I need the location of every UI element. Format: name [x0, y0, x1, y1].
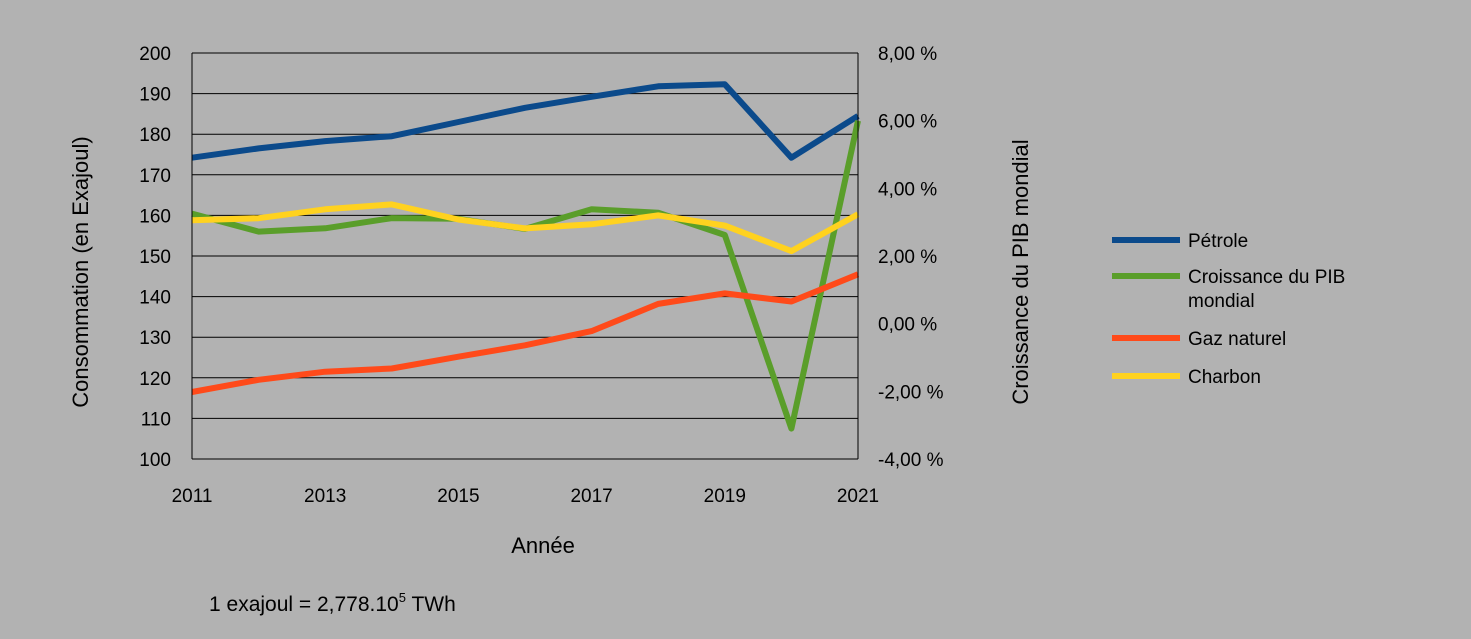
y-tick-label-right: 2,00 % — [878, 247, 937, 268]
y-tick-label-left: 140 — [139, 288, 171, 309]
footnote-text: 1 exajoul = 2,778.10 — [209, 593, 399, 616]
y-tick-label-right: 6,00 % — [878, 112, 937, 133]
footnote-unit: TWh — [406, 593, 456, 616]
series-layer — [191, 81, 861, 432]
x-axis-title: Année — [511, 533, 575, 558]
legend-label: Gaz naturel — [1188, 329, 1286, 350]
y-tick-label-left: 120 — [139, 369, 171, 390]
grid-layer — [192, 52, 858, 460]
y-tick-label-right: 0,00 % — [878, 315, 937, 336]
y-tick-label-left: 160 — [139, 206, 171, 227]
legend-label-line: Pétrole — [1188, 231, 1248, 252]
footnote-superscript: 5 — [399, 590, 406, 605]
y-tick-label-right: -4,00 % — [878, 450, 944, 471]
y-tick-label-left: 110 — [141, 409, 171, 430]
x-tick-label: 2021 — [837, 486, 879, 507]
y-tick-label-left: 150 — [139, 247, 171, 268]
x-tick-label: 2011 — [172, 486, 213, 507]
legend-label-line: mondial — [1188, 291, 1255, 312]
y-tick-label-right: 4,00 % — [878, 179, 937, 200]
y-tick-label-left: 130 — [139, 328, 171, 349]
y-tick-label-left: 190 — [139, 85, 171, 106]
y-tick-label-left: 170 — [139, 166, 171, 187]
footnote: 1 exajoul = 2,778.105 TWh — [209, 590, 456, 616]
series-line — [191, 81, 860, 161]
legend-label-line: Charbon — [1188, 367, 1261, 388]
text-layer: 100 110 120 130 140 150 160 170 180 190 200 -4,00 %… — [68, 44, 1033, 616]
legend-label-line: Croissance du PIB — [1188, 267, 1345, 288]
x-tick-label: 2015 — [437, 486, 479, 507]
legend: Pétrole Croissance du PIB mondial Gaz natur… — [1112, 231, 1345, 388]
y-tick-label-left: 200 — [139, 44, 171, 65]
y-axis-title-left: Consommation (en Exajoul) — [68, 136, 93, 407]
x-tick-label: 2017 — [570, 486, 612, 507]
y-tick-label-left: 180 — [139, 125, 171, 146]
series-line — [191, 120, 861, 432]
y-tick-label-left: 100 — [139, 450, 171, 471]
legend-label: Charbon — [1188, 367, 1261, 388]
y-tick-label-right: 8,00 % — [878, 44, 937, 65]
legend-label-line: Gaz naturel — [1188, 329, 1286, 350]
y-tick-label-right: -2,00 % — [878, 382, 944, 403]
series-line — [191, 271, 860, 395]
y-axis-title-right: Croissance du PIB mondial — [1008, 139, 1033, 404]
legend-label: Croissance du PIB mondial — [1188, 267, 1345, 312]
legend-label: Pétrole — [1188, 231, 1248, 252]
series-line — [191, 201, 860, 255]
axis-layer — [191, 53, 859, 460]
x-tick-label: 2013 — [304, 486, 346, 507]
x-tick-label: 2019 — [704, 486, 746, 507]
